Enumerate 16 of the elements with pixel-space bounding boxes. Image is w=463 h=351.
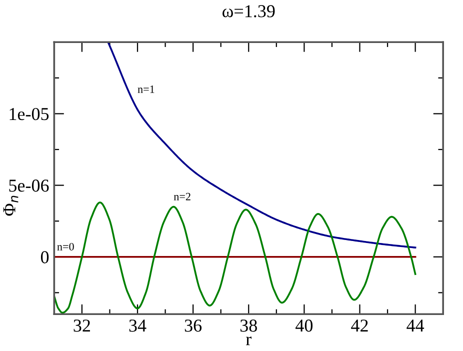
x-tick-label: 42 [351,320,368,332]
x-tick-label: 32 [74,320,90,332]
x-tick-label: 38 [240,320,257,332]
y-tick-label: 0 [40,251,49,264]
y-tick-label: 5e-06 [9,180,49,192]
x-tick-label: 44 [406,320,424,332]
x-axis-title: r [246,336,252,346]
y-axis-title: Φ$_{n}$ [3,196,18,216]
x-tick-label: 34 [129,320,146,332]
annotation: n=2 [174,192,190,200]
annotation: n=1 [138,86,154,93]
y-tick-label: 1e-05 [10,108,49,120]
x-tick-label: 36 [184,320,202,332]
x-tick-label: 40 [296,320,313,332]
chart-title: ω=1.39 [222,5,275,18]
annotation: n=0 [57,242,74,250]
